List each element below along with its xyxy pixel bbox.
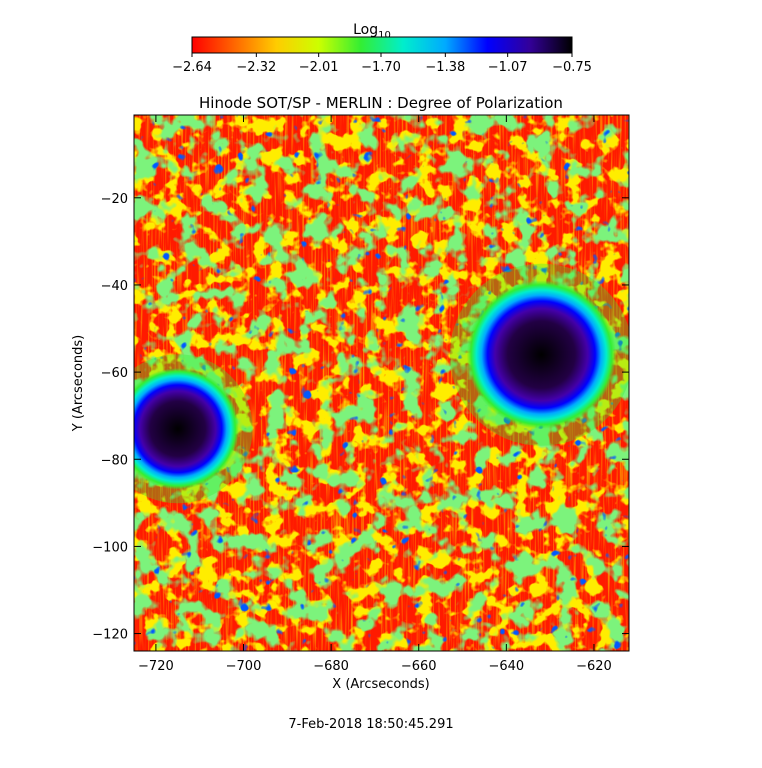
y-tick-label: −60	[101, 366, 128, 381]
x-axis: −720 −700 −680 −660 −640 −620	[138, 115, 612, 674]
colorbar-tick-label: −1.38	[425, 60, 465, 75]
colorbar-ticks: −2.64 −2.32 −2.01 −1.70 −1.38 −1.07 −0.75	[172, 53, 592, 75]
y-axis-label: Y (Arcseconds)	[71, 335, 86, 432]
colorbar-tick-label: −2.64	[172, 60, 212, 75]
y-tick-label: −80	[101, 453, 128, 468]
y-tick-label: −20	[101, 192, 128, 207]
x-tick-label: −620	[576, 659, 612, 674]
y-tick-label: −100	[92, 540, 128, 555]
colorbar-tick-label: −1.70	[361, 60, 401, 75]
colorbar-label: Log10	[353, 22, 391, 41]
y-tick-label: −120	[92, 628, 128, 643]
sunspot	[466, 280, 617, 429]
x-tick-label: −720	[138, 659, 174, 674]
colorbar: Log10 −2.64 −2.32 −2.01 −1.70 −1.38 −1.07 −0.7…	[172, 22, 592, 75]
x-tick-label: −640	[488, 659, 524, 674]
timestamp: 7-Feb-2018 18:50:45.291	[288, 717, 453, 732]
plot-frame	[133, 114, 630, 652]
y-tick-label: −40	[101, 279, 128, 294]
x-axis-label: X (Arcseconds)	[332, 677, 429, 692]
x-tick-label: −660	[401, 659, 437, 674]
x-tick-label: −680	[313, 659, 349, 674]
y-axis: −120 −100 −80 −60 −40 −20	[92, 192, 629, 643]
colorbar-tick-label: −1.07	[488, 60, 528, 75]
colorbar-tick-label: −2.32	[236, 60, 276, 75]
sunspot	[134, 367, 239, 490]
colorbar-tick-label: −0.75	[552, 60, 592, 75]
heatmap	[134, 115, 629, 651]
colorbar-tick-label: −2.01	[299, 60, 339, 75]
colorbar-gradient	[191, 36, 573, 54]
x-tick-label: −700	[226, 659, 262, 674]
chart-title: Hinode SOT/SP - MERLIN : Degree of Polar…	[199, 94, 563, 112]
